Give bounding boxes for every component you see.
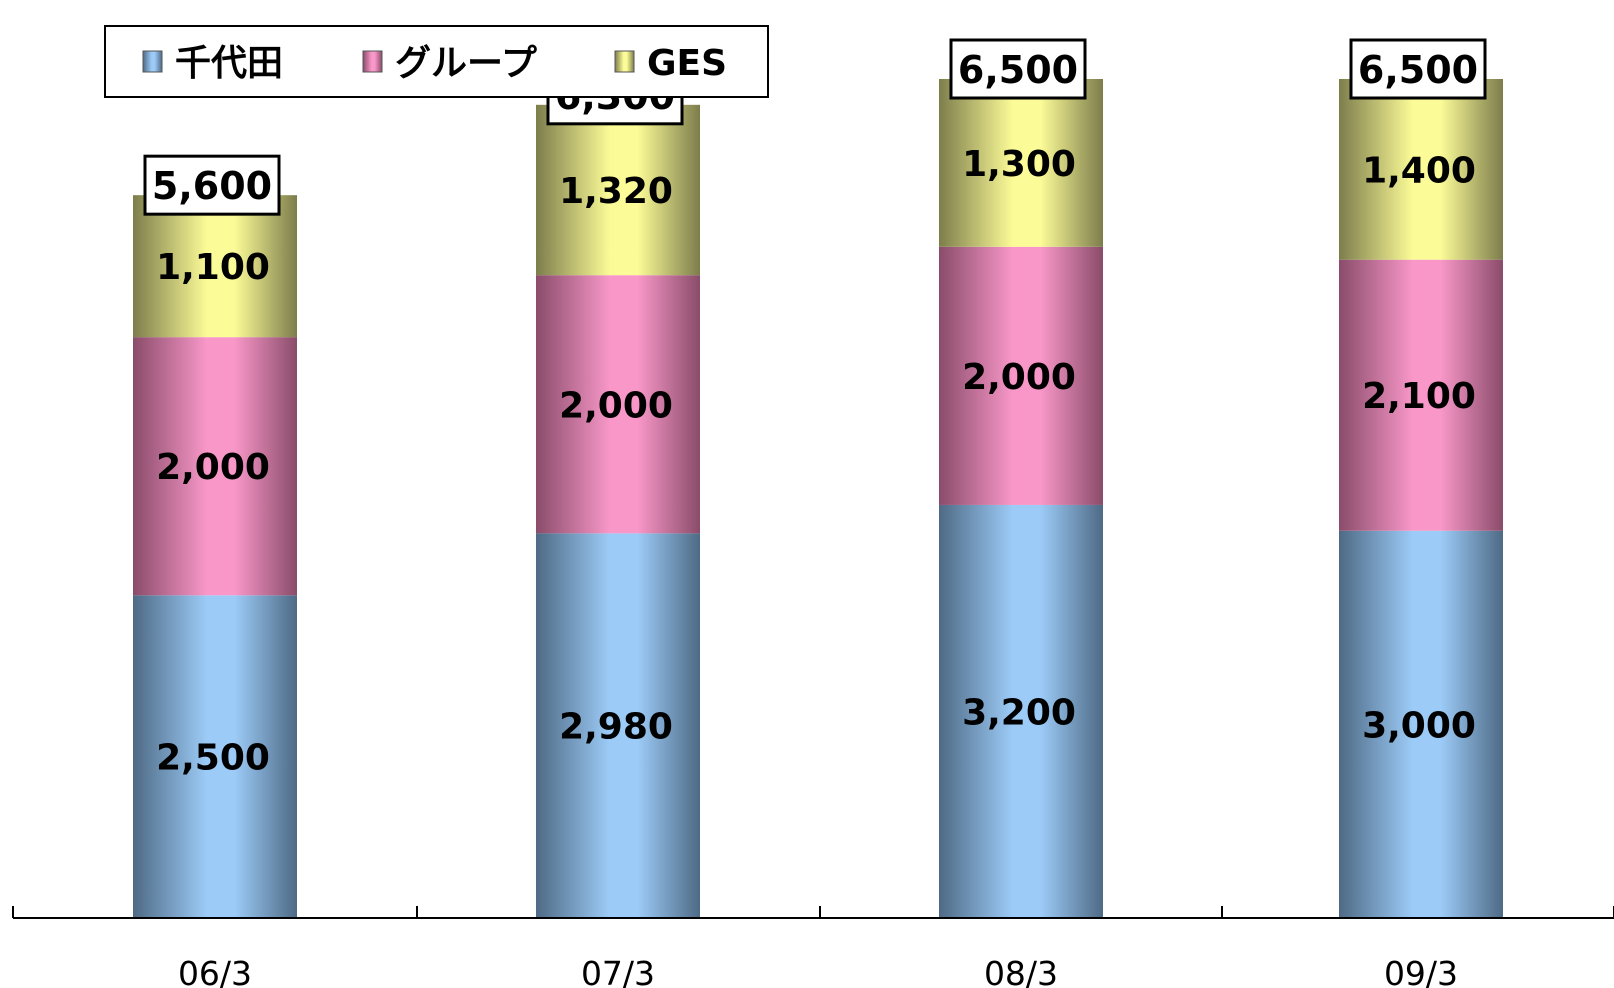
total-label-box [1349, 38, 1487, 100]
segment-label: 2,100 [1362, 376, 1476, 417]
legend-swatch [142, 50, 163, 73]
segment-label: 2,000 [962, 357, 1076, 398]
total-label: 5,600 [152, 164, 272, 208]
bar-segment-07/3-0 [536, 533, 700, 918]
segment-label: 1,320 [559, 171, 673, 212]
bar-segment-09/3-2 [1339, 79, 1503, 260]
bar-segment-06/3-1 [133, 337, 297, 596]
segment-label: 2,000 [559, 385, 673, 426]
bar-segment-07/3-1 [536, 275, 700, 534]
total-label: 6,500 [958, 48, 1078, 92]
segment-label: 2,980 [559, 707, 673, 748]
legend-swatch [614, 50, 635, 73]
legend-box [104, 25, 769, 98]
x-axis: 06/3 07/3 08/3 09/3 [12, 906, 1614, 988]
segment-label: 1,100 [156, 247, 270, 288]
legend-label: GES [647, 43, 727, 84]
bar-segment-09/3-0 [1339, 530, 1503, 918]
total-label-box [143, 154, 281, 216]
total-label-box [949, 38, 1087, 100]
bar-segment-09/3-1 [1339, 259, 1503, 531]
x-tick-label: 07/3 [581, 954, 655, 988]
segment-label: 1,300 [962, 144, 1076, 185]
bar-segment-08/3-0 [939, 504, 1103, 918]
bar-segment-06/3-2 [133, 195, 297, 338]
legend-label: 千代田 [175, 43, 283, 84]
legend-label: グループ [395, 43, 537, 84]
x-tick-label: 06/3 [178, 954, 252, 988]
total-label: 6,500 [1358, 48, 1478, 92]
bar-segment-08/3-2 [939, 79, 1103, 247]
legend: 千代田 グループ GES [104, 25, 769, 98]
bar-segment-06/3-0 [133, 595, 297, 918]
segment-label: 3,200 [962, 692, 1076, 733]
segment-label: 3,000 [1362, 705, 1476, 746]
bar-segment-07/3-2 [536, 104, 700, 276]
segment-label: 2,000 [156, 447, 270, 488]
x-tick-label: 08/3 [984, 954, 1058, 988]
segment-label: 2,500 [156, 738, 270, 779]
segment-label: 1,400 [1362, 150, 1476, 191]
bar-segment-08/3-1 [939, 246, 1103, 505]
bars-layer: 2,500 2,000 1,100 2,980 2,000 1,320 3,200 2,000… [133, 79, 1503, 918]
x-tick-label: 09/3 [1384, 954, 1458, 988]
legend-swatch [362, 50, 383, 73]
